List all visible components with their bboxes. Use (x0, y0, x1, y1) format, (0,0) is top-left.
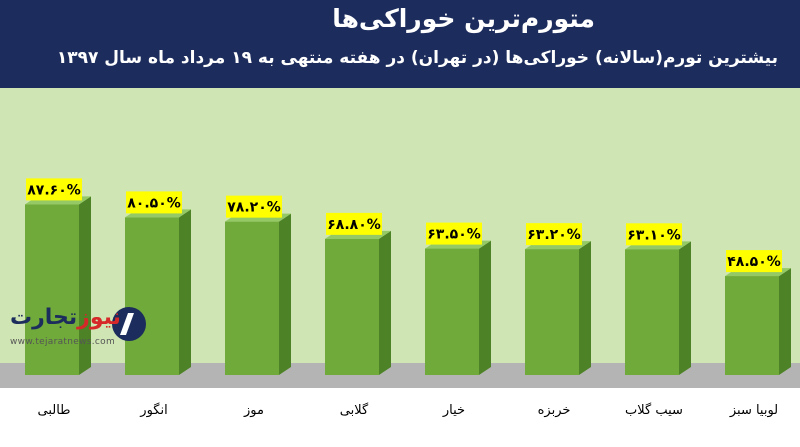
data-label: ۶۳.۲۰% (527, 227, 581, 243)
data-label-box (26, 178, 82, 201)
bar-side (379, 230, 391, 375)
logo-emblem-icon (112, 307, 146, 341)
logo-wordmark: نیوزتجارت (10, 305, 121, 330)
data-label-box (526, 223, 582, 246)
bar (525, 249, 579, 375)
data-label-box (626, 223, 682, 246)
bar (725, 276, 779, 375)
bar (325, 238, 379, 375)
category-label: طالبی (37, 403, 70, 418)
logo-name-part2: نیوز (77, 305, 121, 330)
category-label: موز (243, 403, 264, 418)
category-label: خیار (442, 403, 465, 418)
bar-side (179, 209, 191, 375)
data-label: ۶۸.۸۰% (327, 217, 381, 233)
data-label: ۶۳.۱۰% (627, 227, 681, 243)
chart-floor (0, 363, 800, 388)
bar (125, 217, 179, 375)
data-label-box (226, 195, 282, 218)
data-label: ۸۰.۵۰% (127, 195, 181, 211)
chart-title: متورم‌ترین خوراکی‌ها (332, 4, 595, 33)
data-label-box (426, 222, 482, 245)
bar-side (279, 213, 291, 375)
data-label: ۸۷.۶۰% (27, 182, 81, 198)
bar-chart: ۸۷.۶۰% طالبی ۸۰.۵۰% انگور ۷۸.۲۰% موز ۶۸.۸۰% گلا… (0, 88, 800, 418)
bar-side (479, 240, 491, 375)
bar-side (579, 241, 591, 375)
data-label: ۴۸.۵۰% (727, 254, 781, 270)
chart-header: متورم‌ترین خوراکی‌ها بیشترین تورم(سالانه… (0, 0, 800, 88)
data-label-box (326, 212, 382, 235)
data-label: ۷۸.۲۰% (227, 200, 281, 216)
category-label: سیب گلاب (625, 402, 683, 418)
category-label: لوبیا سبز (729, 403, 778, 418)
bar-side (679, 241, 691, 375)
data-label-box (126, 191, 182, 214)
bar-side (79, 196, 91, 375)
chart-subtitle: بیشترین تورم(سالانه) خوراکی‌ها (در تهران… (56, 48, 778, 68)
category-label: خربزه (538, 403, 571, 418)
category-label: انگور (139, 402, 167, 418)
bar (425, 248, 479, 375)
tejarat-news-logo: نیوزتجارت www.tejaratnews.com (8, 305, 150, 355)
bar-side (779, 268, 791, 375)
data-label: ۶۳.۵۰% (427, 227, 481, 243)
bar (25, 204, 79, 375)
logo-url: www.tejaratnews.com (10, 337, 116, 347)
category-label: گلابی (340, 402, 369, 418)
logo-name-part1: تجارت (10, 305, 78, 330)
bar (625, 249, 679, 375)
data-label-box (726, 250, 782, 273)
bar (225, 221, 279, 375)
